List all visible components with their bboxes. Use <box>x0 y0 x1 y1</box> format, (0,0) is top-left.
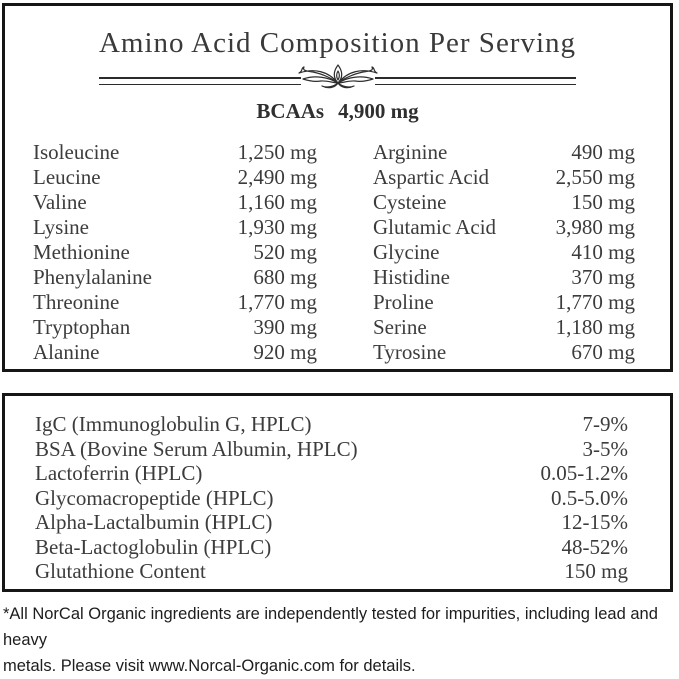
footnote-line-2: metals. Please visit www.Norcal-Organic.… <box>3 657 416 675</box>
amino-value: 670 mg <box>571 340 635 364</box>
fraction-value: 3-5% <box>582 436 629 461</box>
fraction-name: IgC (Immunoglobulin G, HPLC) <box>35 412 312 436</box>
amino-value: 1,160 mg <box>237 190 317 214</box>
fraction-name: Beta-Lactoglobulin (HPLC) <box>35 534 272 559</box>
column-gap <box>317 215 373 240</box>
footnote-line-1: *All NorCal Organic ingredients are inde… <box>3 605 658 649</box>
fraction-row: BSA (Bovine Serum Albumin, HPLC) 3-5% <box>35 437 628 462</box>
amino-value: 1,770 mg <box>555 290 635 314</box>
amino-value: 2,550 mg <box>555 165 635 189</box>
fraction-name: Glutathione Content <box>35 559 206 583</box>
amino-value: 1,770 mg <box>237 290 317 314</box>
panel-title: Amino Acid Composition Per Serving <box>98 27 577 59</box>
amino-name: Histidine <box>373 265 450 289</box>
amino-name: Proline <box>373 290 434 314</box>
amino-value: 150 mg <box>571 190 635 214</box>
amino-acid-table: Isoleucine 1,250 mg Arginine 490 mg Leucine 2… <box>33 140 635 365</box>
amino-value: 680 mg <box>253 265 317 289</box>
amino-name: Valine <box>33 190 87 214</box>
fraction-value: 48-52% <box>561 534 629 559</box>
divider-rule-right <box>374 77 576 85</box>
amino-name: Methionine <box>33 240 130 264</box>
ornamental-divider <box>99 63 576 94</box>
amino-value: 390 mg <box>253 315 317 339</box>
fraction-row: Beta-Lactoglobulin (HPLC) 48-52% <box>35 535 628 560</box>
fraction-name: Glycomacropeptide (HPLC) <box>35 485 274 510</box>
footnote: *All NorCal Organic ingredients are inde… <box>3 601 677 679</box>
fraction-row: IgC (Immunoglobulin G, HPLC) 7-9% <box>35 412 628 437</box>
amino-name: Serine <box>373 315 427 339</box>
fraction-row: Glutathione Content 150 mg <box>35 559 628 584</box>
fraction-row: Lactoferrin (HPLC) 0.05-1.2% <box>35 461 628 486</box>
fraction-value: 0.05-1.2% <box>540 461 629 485</box>
fraction-value: 150 mg <box>564 559 628 583</box>
divider-rule-left <box>99 77 301 85</box>
column-gap <box>317 190 373 215</box>
amino-name: Isoleucine <box>33 140 120 164</box>
bcaa-value: 4,900 mg <box>338 99 419 123</box>
amino-value: 410 mg <box>571 240 635 264</box>
supplement-label: { "amino_panel": { "title": "Amino Acid … <box>2 3 673 675</box>
fraction-name: Lactoferrin (HPLC) <box>35 461 203 485</box>
amino-value: 520 mg <box>253 240 317 264</box>
amino-value: 2,490 mg <box>237 165 317 189</box>
column-gap <box>317 265 373 290</box>
fraction-value: 7-9% <box>582 412 629 436</box>
amino-name: Glycine <box>373 240 440 264</box>
amino-acid-panel: Amino Acid Composition Per Serving <box>2 3 673 372</box>
amino-value: 1,930 mg <box>237 215 317 239</box>
bcaa-total: BCAAs 4,900 mg <box>5 99 670 124</box>
protein-fraction-table: IgC (Immunoglobulin G, HPLC) 7-9% BSA (Bov… <box>35 412 628 584</box>
lotus-flourish-icon <box>295 63 381 96</box>
amino-value: 490 mg <box>571 140 635 164</box>
column-gap <box>317 290 373 315</box>
amino-name: Aspartic Acid <box>373 165 490 189</box>
amino-name: Alanine <box>33 340 100 364</box>
amino-value: 1,180 mg <box>555 315 635 339</box>
protein-fraction-panel: IgC (Immunoglobulin G, HPLC) 7-9% BSA (Bov… <box>2 393 673 592</box>
column-gap <box>317 165 373 190</box>
amino-name: Cysteine <box>373 190 447 214</box>
amino-name: Threonine <box>33 290 120 314</box>
column-gap <box>317 315 373 340</box>
amino-name: Leucine <box>33 165 101 189</box>
amino-value: 3,980 mg <box>555 215 635 239</box>
column-gap <box>317 240 373 265</box>
fraction-name: BSA (Bovine Serum Albumin, HPLC) <box>35 436 358 461</box>
amino-name: Lysine <box>33 215 89 239</box>
bcaa-label: BCAAs <box>256 99 325 123</box>
amino-name: Glutamic Acid <box>373 215 497 239</box>
fraction-value: 12-15% <box>561 510 629 534</box>
fraction-row: Glycomacropeptide (HPLC) 0.5-5.0% <box>35 486 628 511</box>
column-gap <box>317 140 373 165</box>
amino-value: 920 mg <box>253 340 317 364</box>
column-gap <box>317 340 373 365</box>
amino-value: 1,250 mg <box>237 140 317 164</box>
fraction-row: Alpha-Lactalbumin (HPLC) 12-15% <box>35 510 628 535</box>
fraction-value: 0.5-5.0% <box>551 485 628 510</box>
amino-name: Arginine <box>373 140 448 164</box>
amino-name: Tryptophan <box>33 315 131 339</box>
amino-name: Phenylalanine <box>33 265 152 289</box>
fraction-name: Alpha-Lactalbumin (HPLC) <box>35 510 273 534</box>
amino-value: 370 mg <box>571 265 635 289</box>
amino-name: Tyrosine <box>373 340 447 364</box>
